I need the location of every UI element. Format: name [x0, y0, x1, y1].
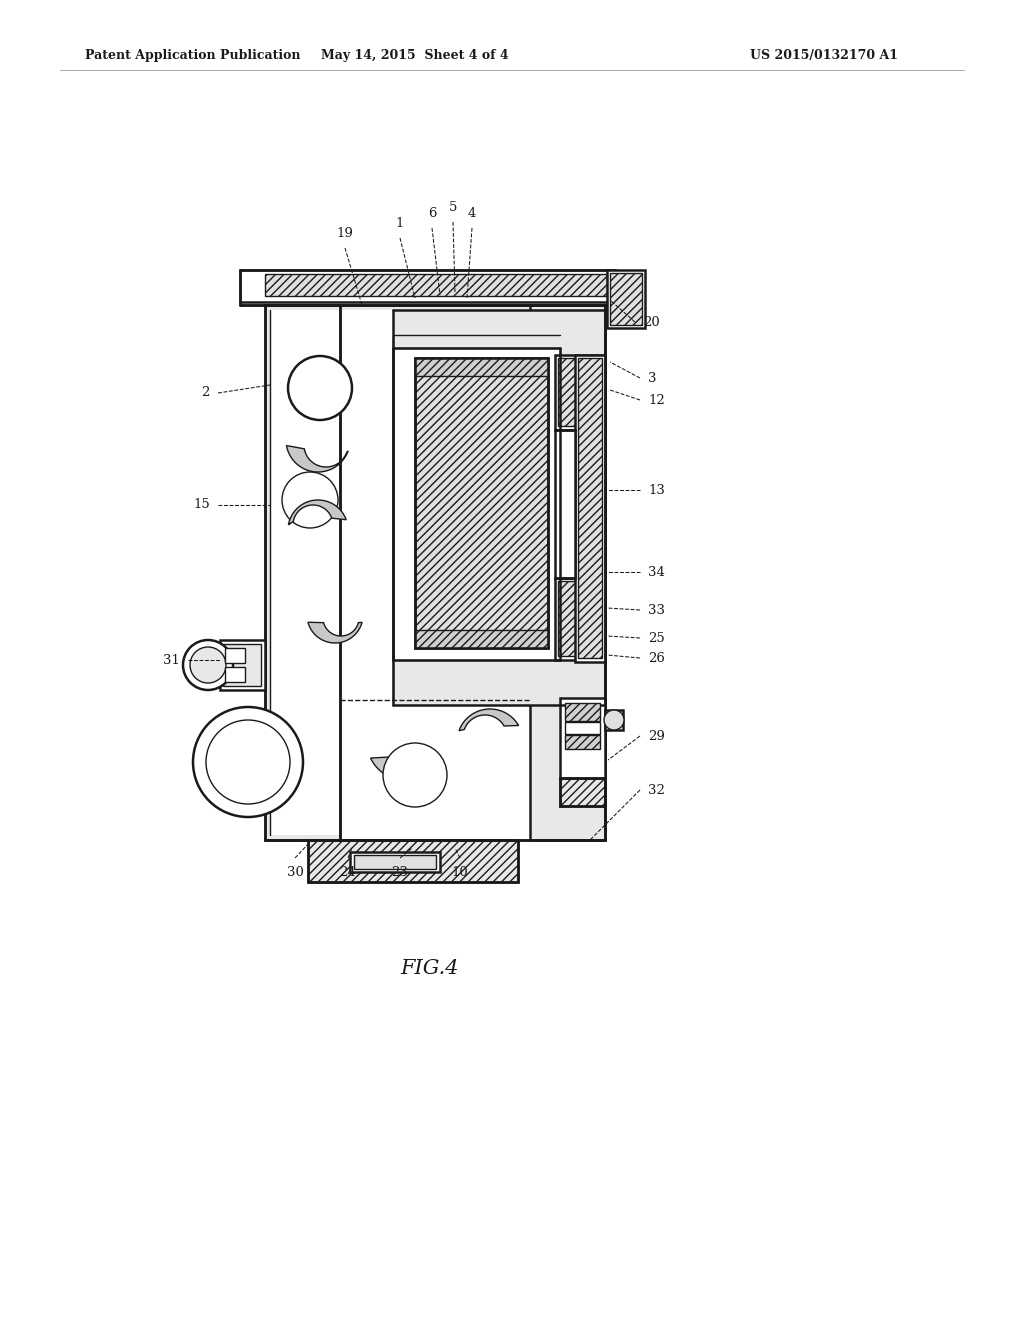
- Text: 15: 15: [194, 499, 210, 511]
- Bar: [340, 305, 530, 345]
- Circle shape: [193, 708, 303, 817]
- Text: 34: 34: [648, 565, 665, 578]
- Text: 31: 31: [163, 653, 180, 667]
- Bar: [610, 273, 642, 325]
- Text: 12: 12: [648, 393, 665, 407]
- Text: 4: 4: [468, 207, 476, 220]
- Text: 6: 6: [428, 207, 436, 220]
- Text: US 2015/0132170 A1: US 2015/0132170 A1: [750, 49, 898, 62]
- Bar: [265, 275, 607, 296]
- Circle shape: [183, 640, 233, 690]
- Bar: [225, 648, 245, 663]
- Text: 19: 19: [337, 227, 353, 240]
- Bar: [350, 851, 440, 873]
- Bar: [340, 345, 530, 840]
- Bar: [265, 305, 340, 840]
- Circle shape: [383, 743, 447, 807]
- Circle shape: [604, 710, 624, 730]
- Circle shape: [190, 647, 226, 682]
- Bar: [393, 348, 560, 660]
- Text: 23: 23: [391, 866, 409, 879]
- Bar: [605, 710, 623, 730]
- Circle shape: [206, 719, 290, 804]
- Text: 3: 3: [648, 371, 656, 384]
- Bar: [265, 305, 605, 840]
- Bar: [308, 840, 518, 882]
- Text: 30: 30: [287, 866, 303, 879]
- Bar: [555, 578, 605, 660]
- Bar: [565, 704, 600, 721]
- Text: 1: 1: [396, 216, 404, 230]
- Text: 13: 13: [648, 483, 665, 496]
- Text: 32: 32: [648, 784, 665, 796]
- Bar: [415, 630, 548, 648]
- Text: FIG.4: FIG.4: [400, 958, 459, 978]
- Bar: [530, 305, 605, 840]
- Bar: [225, 667, 245, 682]
- Text: 2: 2: [202, 387, 210, 400]
- Bar: [565, 722, 600, 734]
- Bar: [270, 310, 395, 836]
- Text: 25: 25: [648, 631, 665, 644]
- Bar: [558, 358, 602, 426]
- Polygon shape: [393, 310, 605, 705]
- Text: 10: 10: [452, 866, 468, 879]
- Bar: [220, 640, 265, 690]
- Bar: [560, 777, 605, 807]
- Bar: [578, 358, 602, 657]
- Text: 33: 33: [648, 603, 665, 616]
- Circle shape: [282, 473, 338, 528]
- Bar: [340, 700, 530, 840]
- Bar: [555, 430, 575, 578]
- Circle shape: [288, 356, 352, 420]
- Polygon shape: [371, 756, 438, 780]
- Bar: [565, 735, 600, 748]
- Text: 26: 26: [648, 652, 665, 664]
- Polygon shape: [459, 709, 518, 731]
- Bar: [555, 355, 605, 430]
- Bar: [530, 305, 605, 840]
- Polygon shape: [287, 446, 348, 473]
- Bar: [607, 271, 645, 327]
- Text: 20: 20: [643, 315, 659, 329]
- Text: 24: 24: [340, 866, 356, 879]
- Bar: [265, 305, 340, 840]
- Bar: [558, 581, 602, 656]
- Text: 29: 29: [648, 730, 665, 742]
- Polygon shape: [289, 500, 346, 525]
- Bar: [575, 355, 605, 663]
- Bar: [308, 840, 518, 882]
- Bar: [354, 855, 436, 869]
- Bar: [560, 777, 605, 807]
- Bar: [240, 271, 615, 302]
- Text: 5: 5: [449, 201, 457, 214]
- Text: Patent Application Publication: Patent Application Publication: [85, 49, 300, 62]
- Polygon shape: [308, 622, 362, 643]
- Bar: [265, 305, 605, 840]
- Bar: [560, 698, 605, 777]
- Text: May 14, 2015  Sheet 4 of 4: May 14, 2015 Sheet 4 of 4: [322, 49, 509, 62]
- Bar: [223, 644, 261, 686]
- Bar: [415, 358, 548, 376]
- Bar: [415, 358, 548, 648]
